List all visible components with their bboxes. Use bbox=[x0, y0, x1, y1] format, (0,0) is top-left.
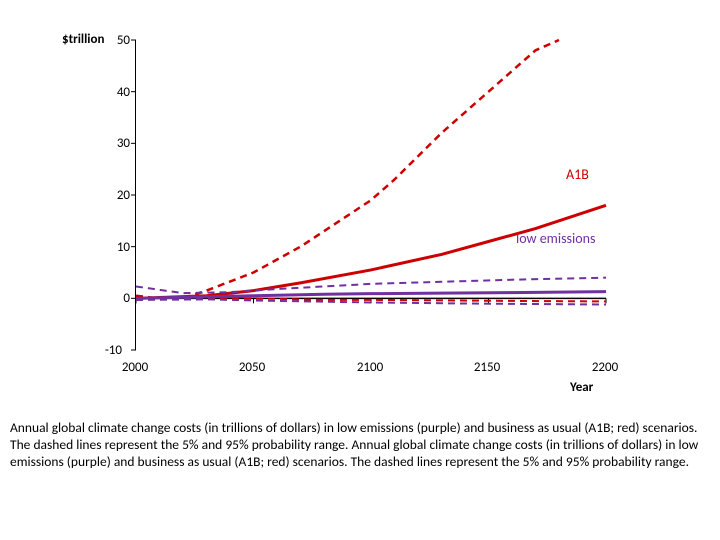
caption-text: Annual global climate change costs (in t… bbox=[10, 420, 700, 471]
y-tick-0: 0 bbox=[100, 291, 130, 306]
x-tick-2150: 2150 bbox=[467, 360, 507, 375]
label-low: low emissions bbox=[516, 230, 595, 247]
series-a1b_upper bbox=[136, 40, 559, 298]
y-tick-n10: -10 bbox=[92, 343, 122, 358]
y-axis-title: $trillion bbox=[62, 32, 104, 47]
x-tick-2050: 2050 bbox=[232, 360, 272, 375]
y-tick-10: 10 bbox=[100, 240, 130, 255]
series-low_upper bbox=[136, 278, 606, 294]
y-tick-40: 40 bbox=[100, 85, 130, 100]
y-tick-50: 50 bbox=[100, 33, 130, 48]
y-tick-20: 20 bbox=[100, 188, 130, 203]
y-tick-30: 30 bbox=[100, 136, 130, 151]
x-axis-title: Year bbox=[570, 380, 593, 395]
label-a1b: A1B bbox=[566, 166, 589, 183]
chart-svg bbox=[136, 40, 606, 350]
x-tick-2200: 2200 bbox=[585, 360, 625, 375]
x-tick-2000: 2000 bbox=[115, 360, 155, 375]
plot-area: A1B low emissions bbox=[135, 40, 606, 350]
chart-container: $trillion 50 40 30 20 10 0 -10 A1B low e… bbox=[60, 20, 615, 400]
series-a1b_mid bbox=[136, 205, 606, 298]
x-tick-2100: 2100 bbox=[350, 360, 390, 375]
